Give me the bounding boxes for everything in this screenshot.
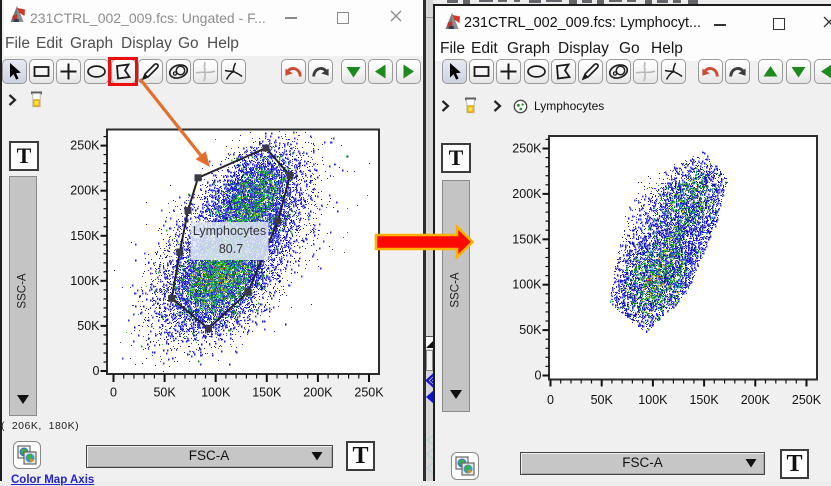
svg-text:80.7: 80.7 xyxy=(219,242,243,256)
svg-text:50K: 50K xyxy=(153,386,176,400)
svg-text:200K: 200K xyxy=(70,184,100,198)
svg-text:0: 0 xyxy=(547,393,554,407)
svg-text:100K: 100K xyxy=(70,274,100,288)
svg-text:0: 0 xyxy=(535,369,542,383)
svg-text:100K: 100K xyxy=(638,393,668,407)
svg-text:250K: 250K xyxy=(70,139,100,153)
svg-text:150K: 150K xyxy=(689,393,719,407)
svg-text:250K: 250K xyxy=(792,393,822,407)
svg-text:100K: 100K xyxy=(201,386,231,400)
svg-text:150K: 150K xyxy=(252,386,282,400)
svg-text:50K: 50K xyxy=(591,393,614,407)
svg-text:Lymphocytes: Lymphocytes xyxy=(193,224,266,238)
svg-text:100K: 100K xyxy=(512,278,542,292)
svg-text:150K: 150K xyxy=(512,232,542,246)
svg-text:200K: 200K xyxy=(303,386,333,400)
svg-text:200K: 200K xyxy=(512,187,542,201)
svg-text:0: 0 xyxy=(93,364,100,378)
svg-text:250K: 250K xyxy=(354,386,384,400)
svg-text:200K: 200K xyxy=(741,393,771,407)
svg-text:150K: 150K xyxy=(70,229,100,243)
svg-text:0: 0 xyxy=(110,386,117,400)
svg-text:50K: 50K xyxy=(77,319,100,333)
svg-text:50K: 50K xyxy=(519,323,542,337)
svg-text:250K: 250K xyxy=(512,142,542,156)
